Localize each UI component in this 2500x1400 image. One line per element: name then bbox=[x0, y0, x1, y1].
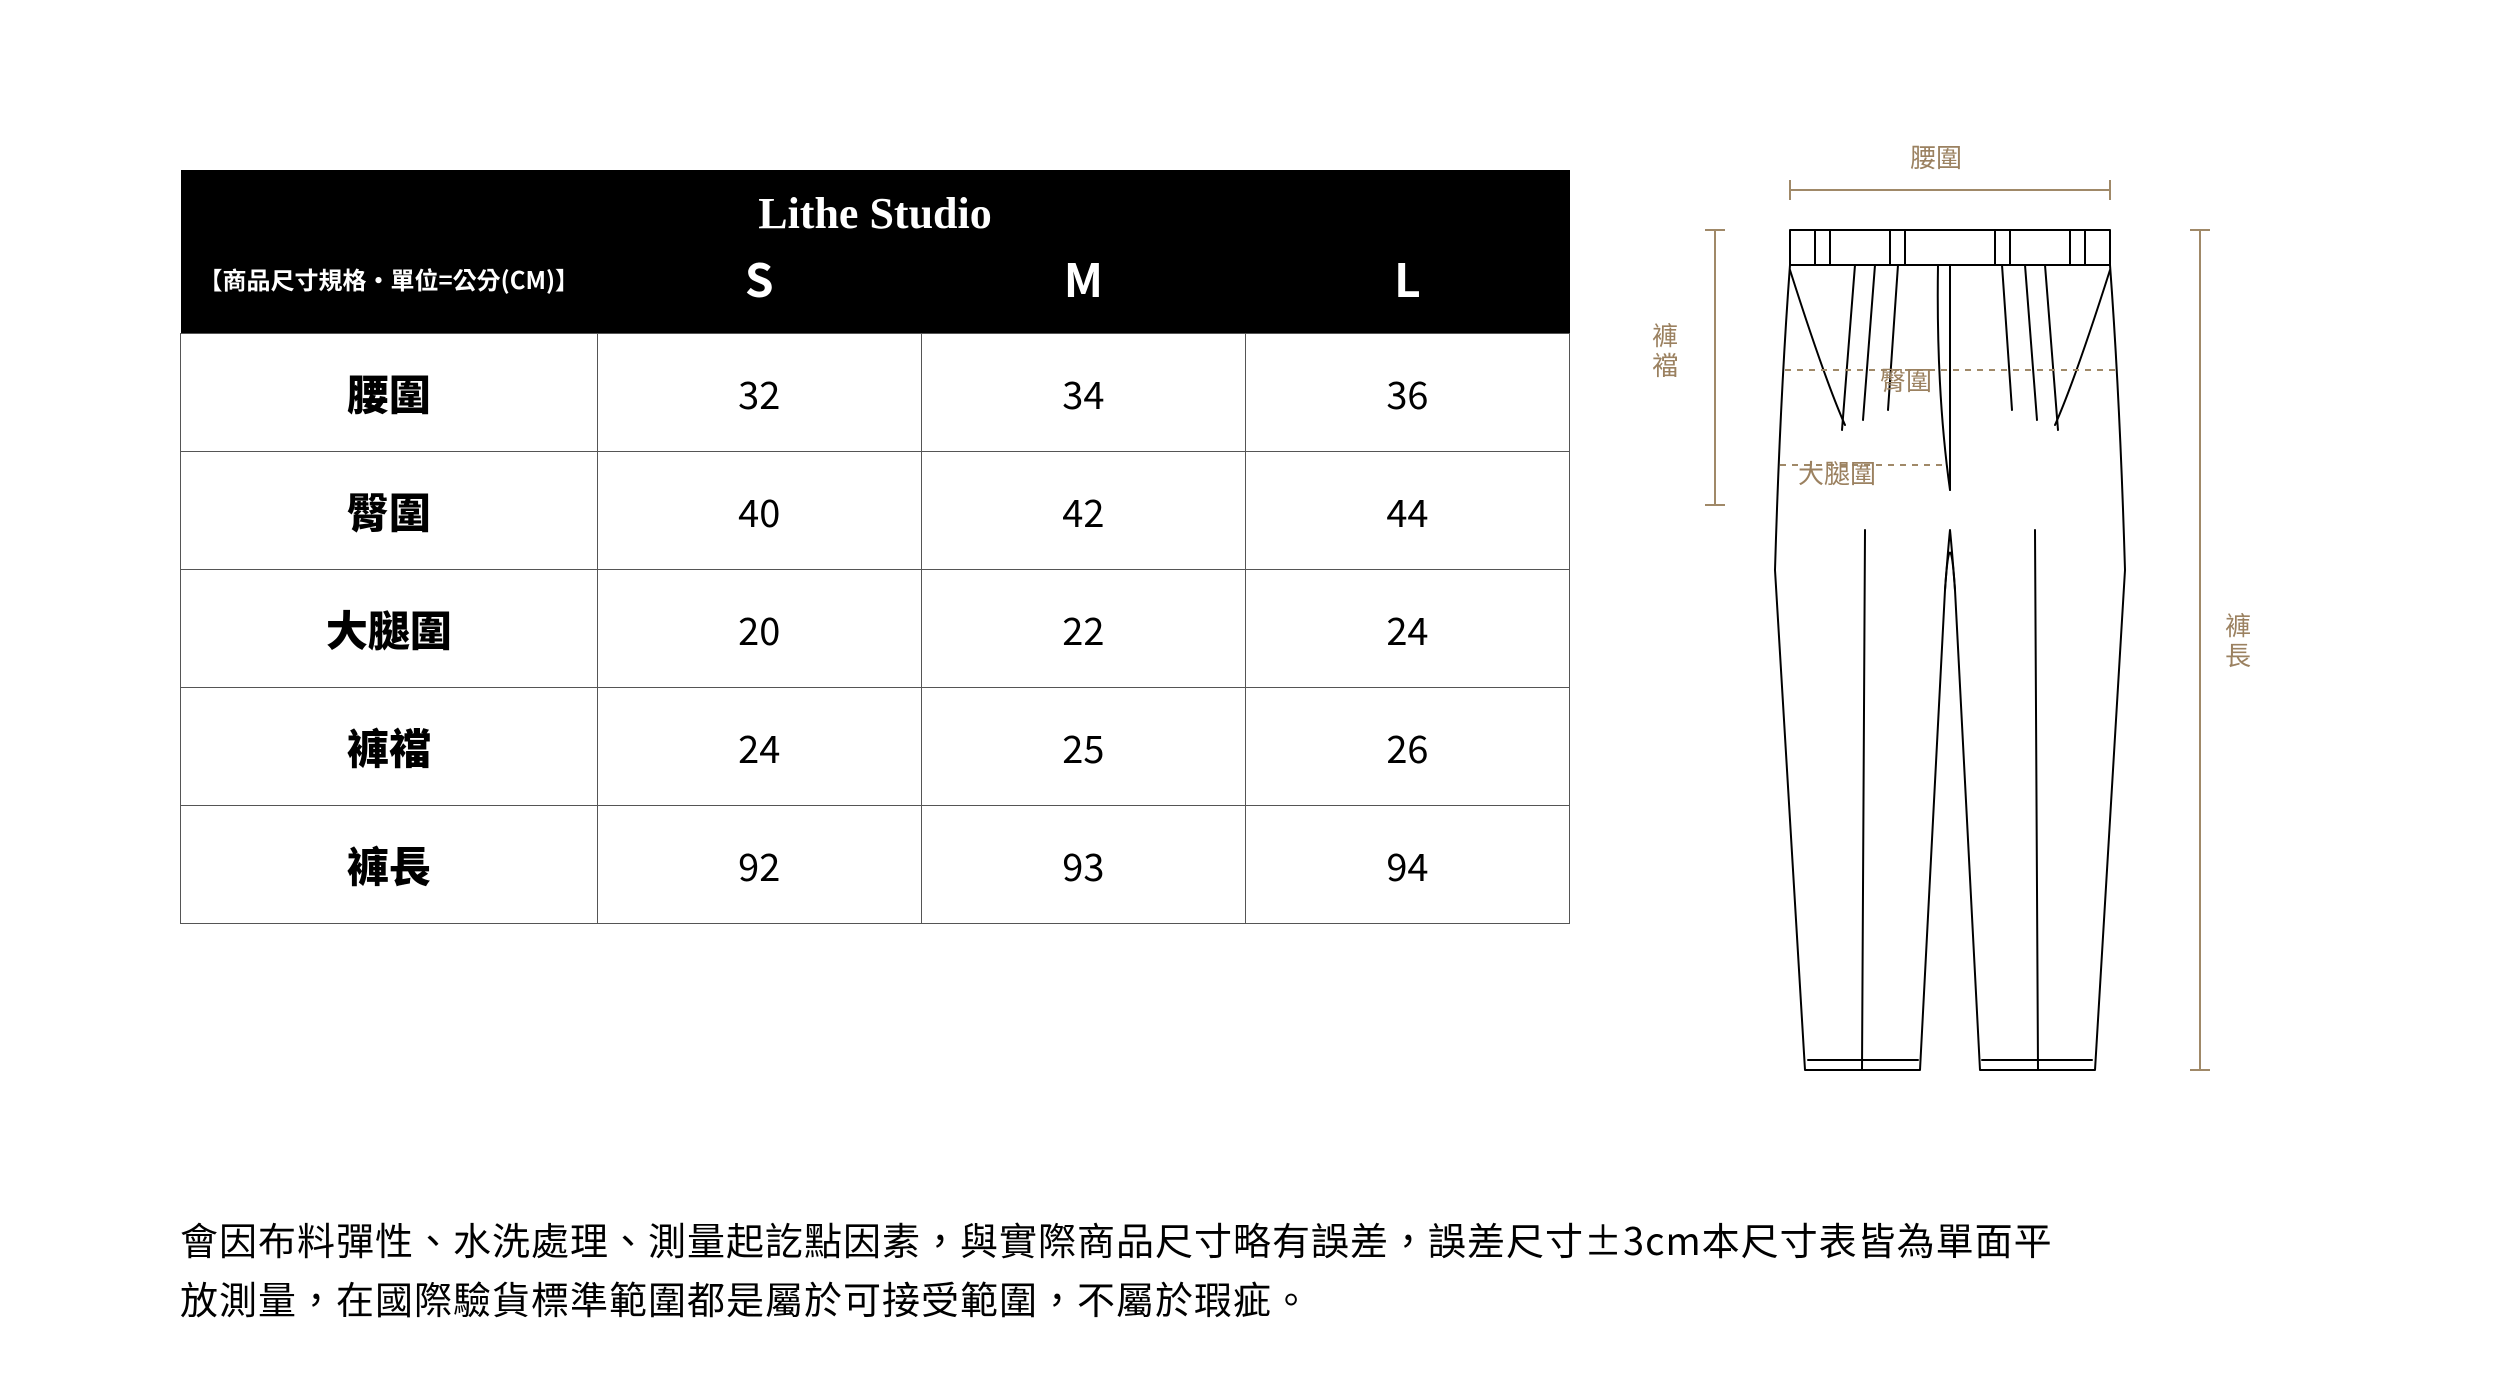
cell: 36 bbox=[1245, 334, 1569, 452]
diagram-label-length: 褲長 bbox=[2225, 610, 2251, 670]
unit-note: 【商品尺寸規格·單位=公分(CM)】 bbox=[181, 245, 598, 334]
brand-title: Lithe Studio bbox=[181, 170, 1570, 245]
cell: 26 bbox=[1245, 688, 1569, 806]
cell: 20 bbox=[597, 570, 921, 688]
size-table-wrap: Lithe Studio 【商品尺寸規格·單位=公分(CM)】 S M L 腰圍… bbox=[180, 170, 1570, 1130]
cell: 93 bbox=[921, 806, 1245, 924]
cell: 32 bbox=[597, 334, 921, 452]
diagram-label-waist: 腰圍 bbox=[1910, 142, 1962, 172]
size-table: Lithe Studio 【商品尺寸規格·單位=公分(CM)】 S M L 腰圍… bbox=[180, 170, 1570, 924]
cell: 24 bbox=[1245, 570, 1569, 688]
size-header-l: L bbox=[1245, 245, 1569, 334]
top-row: Lithe Studio 【商品尺寸規格·單位=公分(CM)】 S M L 腰圍… bbox=[180, 170, 2320, 1130]
row-label-rise: 褲襠 bbox=[181, 688, 598, 806]
diagram-label-hip: 臀圍 bbox=[1880, 365, 1932, 395]
cell: 92 bbox=[597, 806, 921, 924]
table-row: 褲襠 24 25 26 bbox=[181, 688, 1570, 806]
cell: 42 bbox=[921, 452, 1245, 570]
row-label-hip: 臀圍 bbox=[181, 452, 598, 570]
cell: 44 bbox=[1245, 452, 1569, 570]
size-chart-container: Lithe Studio 【商品尺寸規格·單位=公分(CM)】 S M L 腰圍… bbox=[180, 170, 2320, 1328]
table-row: 大腿圍 20 22 24 bbox=[181, 570, 1570, 688]
table-row: 臀圍 40 42 44 bbox=[181, 452, 1570, 570]
pants-diagram: 腰圍 臀圍 大腿圍 褲襠 褲長 bbox=[1630, 170, 2290, 1130]
cell: 94 bbox=[1245, 806, 1569, 924]
footnote-text: 會因布料彈性、水洗處理、測量起訖點因素，與實際商品尺寸略有誤差，誤差尺寸±3cm… bbox=[180, 1210, 2080, 1328]
size-header-m: M bbox=[921, 245, 1245, 334]
row-label-length: 褲長 bbox=[181, 806, 598, 924]
size-header-s: S bbox=[597, 245, 921, 334]
cell: 34 bbox=[921, 334, 1245, 452]
table-row: 褲長 92 93 94 bbox=[181, 806, 1570, 924]
cell: 25 bbox=[921, 688, 1245, 806]
row-label-waist: 腰圍 bbox=[181, 334, 598, 452]
cell: 22 bbox=[921, 570, 1245, 688]
cell: 24 bbox=[597, 688, 921, 806]
cell: 40 bbox=[597, 452, 921, 570]
size-table-body: 腰圍 32 34 36 臀圍 40 42 44 大腿圍 20 22 bbox=[181, 334, 1570, 924]
diagram-label-rise: 褲襠 bbox=[1652, 320, 1678, 380]
row-label-thigh: 大腿圍 bbox=[181, 570, 598, 688]
table-row: 腰圍 32 34 36 bbox=[181, 334, 1570, 452]
diagram-label-thigh: 大腿圍 bbox=[1798, 458, 1876, 488]
